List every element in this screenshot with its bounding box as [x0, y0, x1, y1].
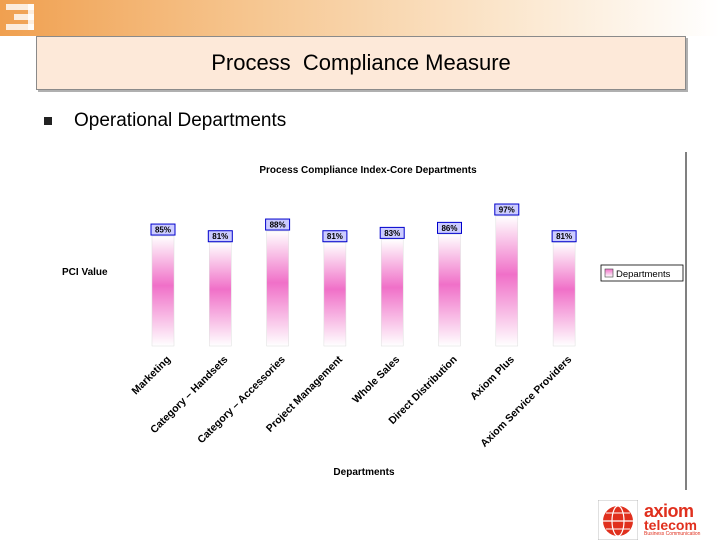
globe-icon	[597, 499, 639, 541]
header-band	[0, 0, 720, 36]
x-tick-label-5: Whole Sales	[350, 354, 402, 406]
data-label-box-6	[437, 221, 462, 234]
slide-title: Process Compliance Measure	[36, 36, 686, 90]
bar-4	[323, 242, 347, 347]
data-label-box-4	[322, 230, 348, 243]
chart-title: Process Compliance Index-Core Department…	[259, 165, 477, 176]
bar-8	[552, 242, 576, 347]
bar-7	[495, 215, 519, 347]
logo-text-axiom: axiom	[644, 501, 694, 521]
data-label-4: 81%	[327, 232, 343, 241]
logo-text-telecom: telecom	[644, 517, 697, 533]
bar-3	[266, 230, 289, 347]
axiom-telecom-logo: axiom telecom Business Communication	[597, 499, 718, 541]
bullet-text: Operational Departments	[74, 110, 287, 131]
data-label-box-7	[494, 203, 520, 216]
x-axis-label: Departments	[333, 467, 395, 478]
data-label-box-3	[265, 218, 291, 231]
y-axis-label: PCI Value	[62, 267, 108, 278]
bullet-item: Operational Departments	[44, 110, 286, 132]
legend-entry: Departments	[616, 269, 671, 280]
data-label-box-5	[379, 226, 405, 239]
bullet-square-icon	[44, 117, 52, 125]
x-tick-label-7: Axiom Plus	[468, 354, 517, 403]
bar-6	[438, 234, 461, 347]
data-label-box-1	[150, 223, 176, 236]
legend-box	[600, 264, 684, 282]
data-label-3: 88%	[270, 221, 286, 230]
data-label-8: 81%	[556, 232, 572, 241]
data-label-5: 83%	[384, 229, 400, 238]
legend: Departments	[600, 264, 684, 282]
bar-2	[209, 242, 232, 347]
legend-swatch	[604, 268, 614, 278]
data-label-2: 81%	[212, 232, 228, 241]
logo-tagline: Business Communication	[644, 531, 701, 537]
data-label-1: 85%	[155, 226, 171, 235]
x-tick-label-8: Axiom Service Providers	[478, 354, 574, 450]
x-tick-label-1: Marketing	[130, 354, 174, 398]
bar-1	[151, 235, 175, 347]
data-label-box-8	[551, 230, 577, 243]
data-label-box-2	[207, 230, 233, 243]
bar-5	[380, 239, 404, 347]
corner-logo-mark	[6, 4, 34, 30]
data-label-6: 86%	[441, 224, 457, 233]
data-label-7: 97%	[499, 206, 515, 215]
